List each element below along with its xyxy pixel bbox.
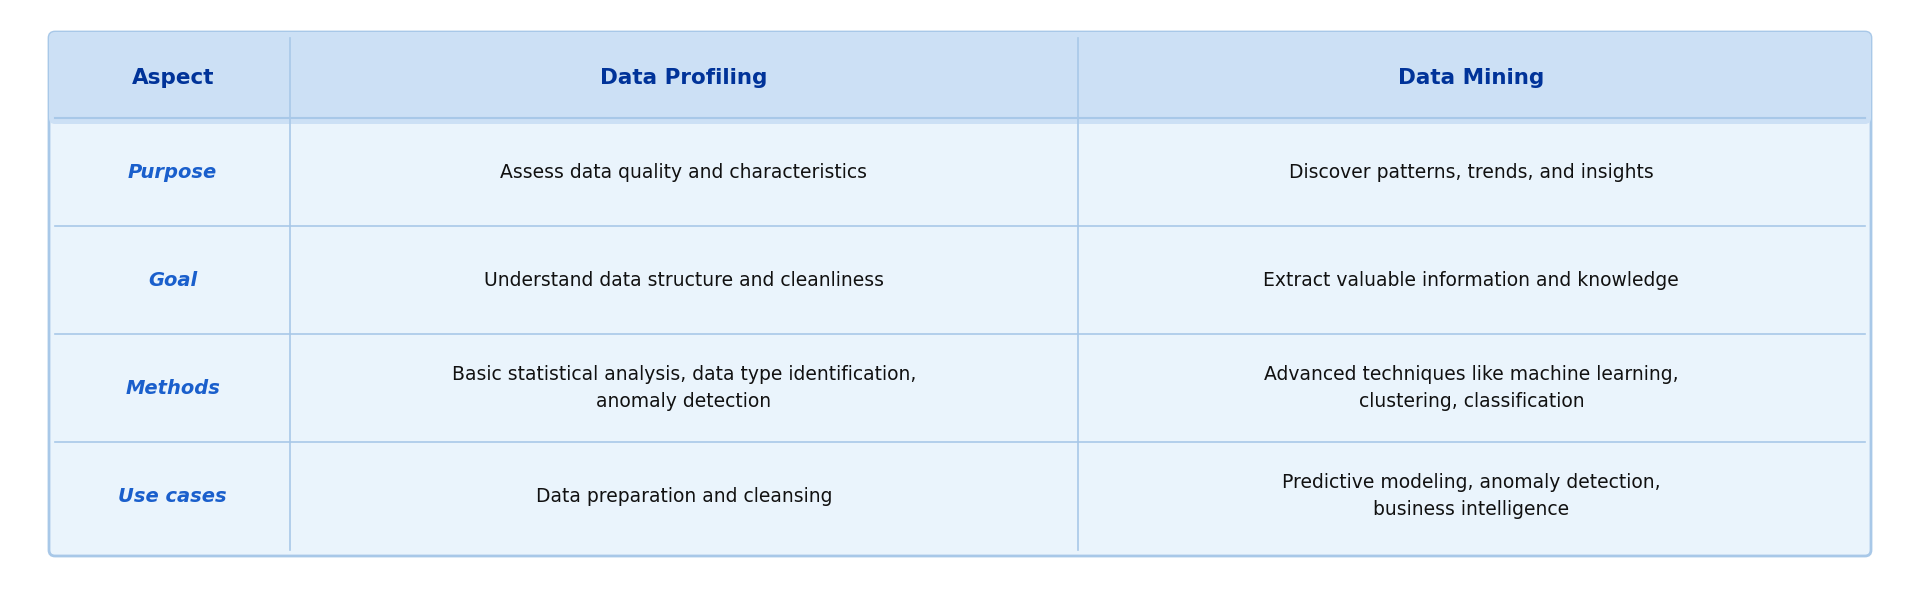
Text: Extract valuable information and knowledge: Extract valuable information and knowled… bbox=[1263, 271, 1680, 289]
Text: Data Profiling: Data Profiling bbox=[601, 68, 768, 88]
Text: Methods: Methods bbox=[125, 379, 221, 397]
Text: Data preparation and cleansing: Data preparation and cleansing bbox=[536, 487, 831, 505]
Bar bbox=[56, 106, 1864, 118]
FancyBboxPatch shape bbox=[50, 32, 1870, 556]
Text: Predictive modeling, anomaly detection,
business intelligence: Predictive modeling, anomaly detection, … bbox=[1283, 473, 1661, 519]
Text: Aspect: Aspect bbox=[131, 68, 213, 88]
Text: Basic statistical analysis, data type identification,
anomaly detection: Basic statistical analysis, data type id… bbox=[451, 365, 916, 411]
Text: Understand data structure and cleanliness: Understand data structure and cleanlines… bbox=[484, 271, 883, 289]
Text: Assess data quality and characteristics: Assess data quality and characteristics bbox=[501, 163, 868, 181]
Text: Purpose: Purpose bbox=[129, 163, 217, 181]
Text: Use cases: Use cases bbox=[119, 487, 227, 505]
Text: Advanced techniques like machine learning,
clustering, classification: Advanced techniques like machine learnin… bbox=[1263, 365, 1678, 411]
Text: Discover patterns, trends, and insights: Discover patterns, trends, and insights bbox=[1288, 163, 1653, 181]
Text: Goal: Goal bbox=[148, 271, 198, 289]
FancyBboxPatch shape bbox=[50, 32, 1870, 124]
Text: Data Mining: Data Mining bbox=[1398, 68, 1544, 88]
